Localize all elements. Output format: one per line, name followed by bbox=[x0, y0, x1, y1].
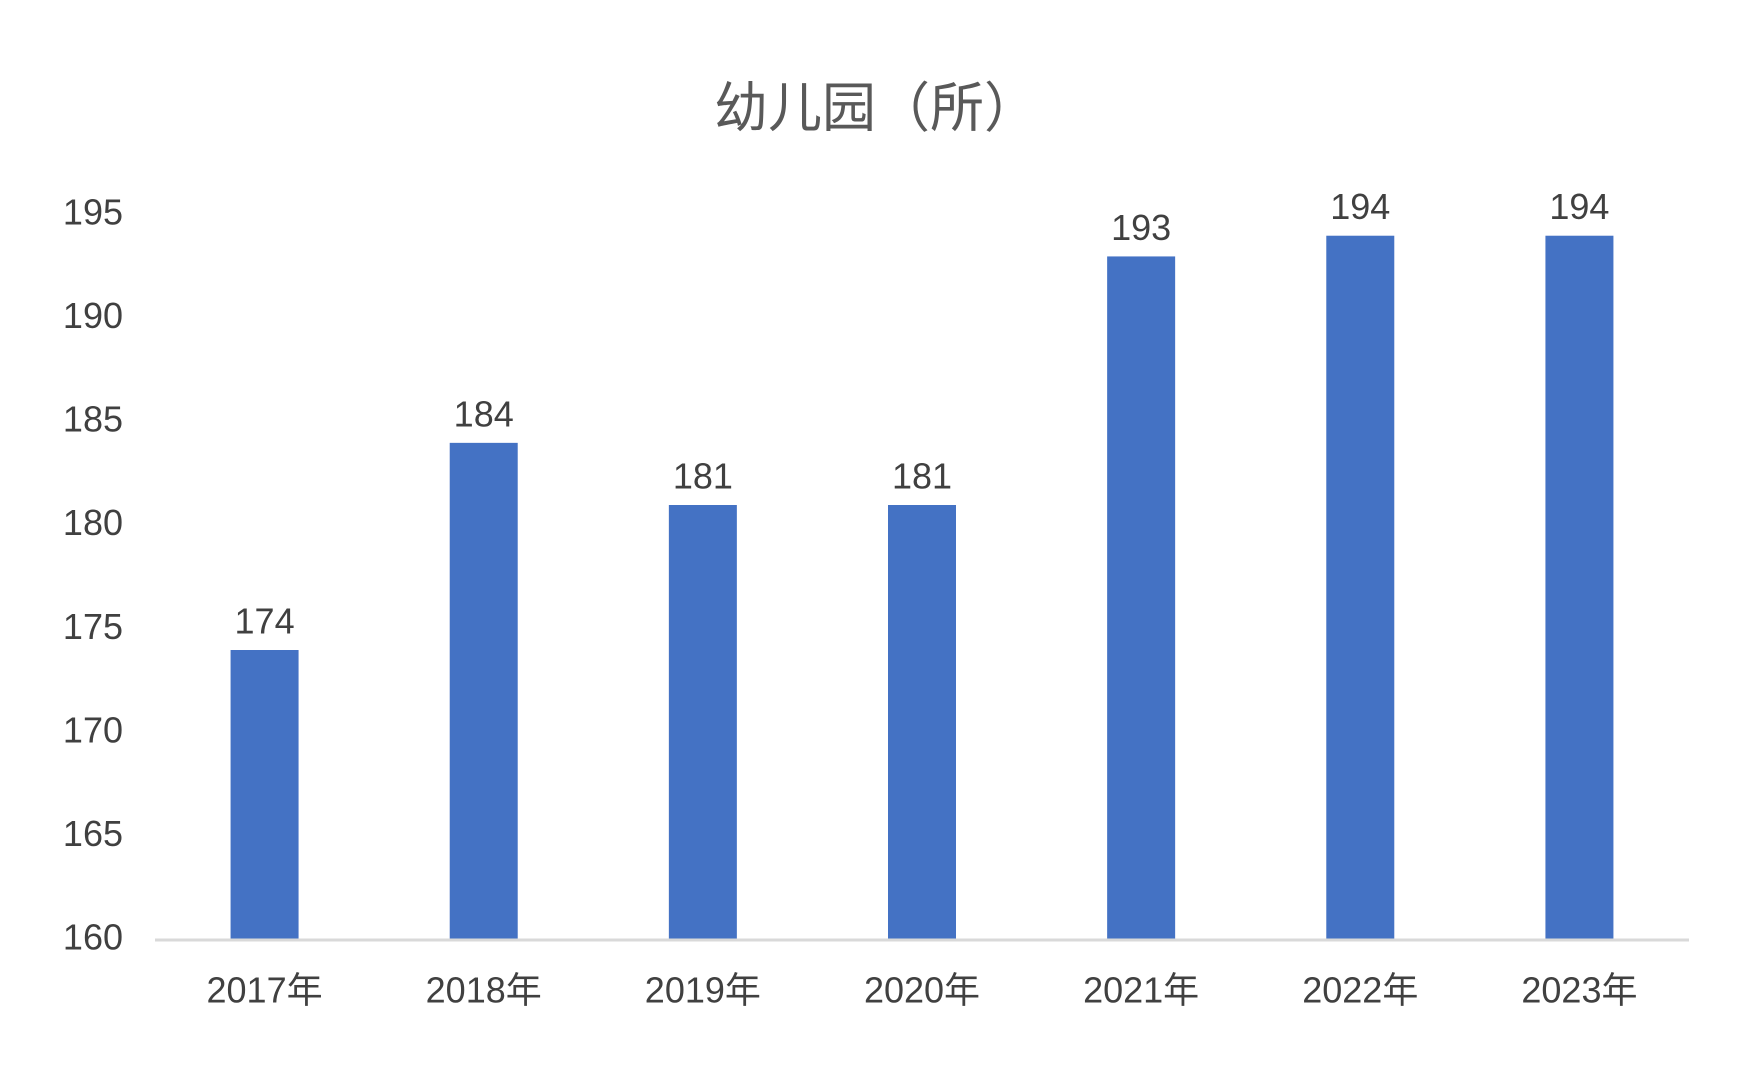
x-tick-label: 2021年 bbox=[1083, 970, 1199, 1011]
y-tick-label: 160 bbox=[63, 917, 123, 958]
bar bbox=[230, 650, 299, 940]
chart-title: 幼儿园（所） bbox=[714, 77, 1038, 140]
y-tick-label: 185 bbox=[63, 399, 123, 440]
data-label: 184 bbox=[454, 393, 514, 434]
y-tick-label: 170 bbox=[63, 709, 123, 750]
x-tick-label: 2022年 bbox=[1302, 970, 1418, 1011]
x-tick-label: 2019年 bbox=[645, 970, 761, 1011]
bar bbox=[668, 505, 737, 940]
y-tick-label: 165 bbox=[63, 813, 123, 854]
data-label: 194 bbox=[1330, 186, 1390, 227]
bar bbox=[1326, 235, 1395, 940]
data-label: 181 bbox=[673, 456, 733, 497]
data-label: 193 bbox=[1111, 207, 1171, 248]
y-tick-label: 175 bbox=[63, 606, 123, 647]
data-label: 174 bbox=[235, 601, 295, 642]
bar bbox=[888, 505, 956, 940]
bar bbox=[1107, 256, 1176, 940]
x-tick-label: 2023年 bbox=[1521, 970, 1637, 1011]
y-tick-label: 180 bbox=[63, 502, 123, 543]
y-tick-label: 195 bbox=[63, 192, 123, 233]
bar bbox=[449, 442, 518, 940]
x-tick-label: 2017年 bbox=[207, 970, 323, 1011]
bar bbox=[1545, 235, 1614, 940]
y-tick-label: 190 bbox=[63, 295, 123, 336]
data-label: 194 bbox=[1549, 186, 1609, 227]
data-label: 181 bbox=[892, 456, 952, 497]
x-tick-label: 2020年 bbox=[864, 970, 980, 1011]
x-tick-label: 2018年 bbox=[426, 970, 542, 1011]
